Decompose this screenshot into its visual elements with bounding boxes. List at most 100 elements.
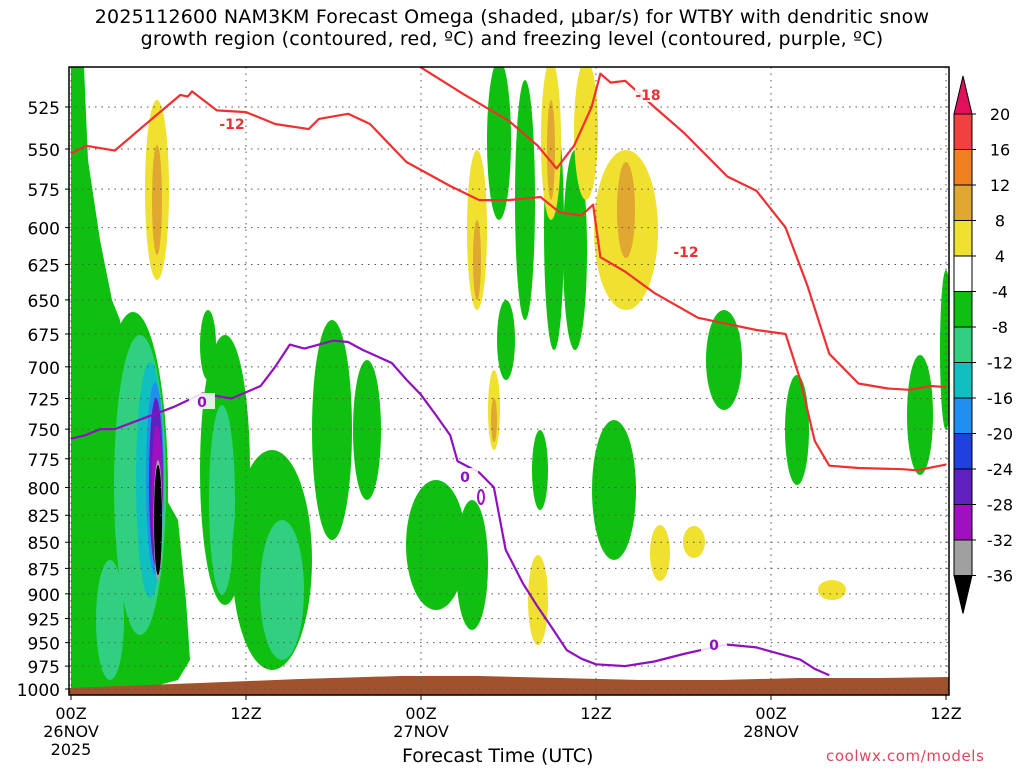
colorbar-label: 4 <box>995 247 1005 266</box>
omega-shade-region <box>406 480 466 610</box>
colorbar-swatch <box>953 184 973 221</box>
colorbar-label: 20 <box>990 105 1010 124</box>
contour-small-loop <box>477 489 485 505</box>
omega-shade-region <box>532 430 548 510</box>
colorbar-label: 8 <box>995 212 1005 231</box>
omega-shade-region <box>940 270 949 430</box>
chart-title-line-1: 2025112600 NAM3KM Forecast Omega (shaded… <box>94 6 930 28</box>
omega-shade-region <box>491 398 497 442</box>
y-tick-label: 525 <box>28 99 60 119</box>
y-tick-label: 600 <box>28 220 60 240</box>
y-tick-label: 575 <box>28 181 60 201</box>
omega-shade-region <box>152 145 162 255</box>
colorbar-label: 16 <box>990 141 1010 160</box>
contour-label-bg <box>452 468 478 484</box>
y-tick-label: 1000 <box>17 681 60 701</box>
omega-shade-region <box>473 220 481 300</box>
omega-shade-region <box>200 310 216 380</box>
chart-title-line-2: growth region (contoured, red, ºC) and f… <box>140 28 884 50</box>
contour-label-bg <box>219 115 245 131</box>
omega-shade-region <box>574 67 598 200</box>
omega-shade-region <box>563 150 587 350</box>
chart-title: 2025112600 NAM3KM Forecast Omega (shaded… <box>0 6 1024 50</box>
colorbar-label: -36 <box>987 567 1013 586</box>
x-tick-date: 28NOV <box>743 722 799 741</box>
colorbar-label: -24 <box>987 460 1013 479</box>
x-tick-label: 00Z <box>55 704 86 723</box>
colorbar-swatch <box>953 433 973 470</box>
omega-shade-region <box>260 520 304 660</box>
y-tick-label: 875 <box>28 560 60 580</box>
omega-shade-region <box>547 100 555 200</box>
contour-line-contour-0 <box>70 90 947 472</box>
omega-shade-region <box>528 555 548 645</box>
footer-credit: coolwx.com/models <box>826 747 985 765</box>
colorbar-label: -12 <box>987 354 1013 373</box>
x-tick-label: 12Z <box>230 704 261 723</box>
contour-label: 0 <box>197 395 207 411</box>
omega-shade-region <box>818 580 846 600</box>
colorbar-swatch <box>953 468 973 505</box>
x-tick-label: 00Z <box>755 704 786 723</box>
colorbar-swatch <box>953 255 973 292</box>
omega-shade-region <box>209 405 235 595</box>
contour-label-bg <box>635 86 661 102</box>
omega-shade-region <box>650 525 670 581</box>
terrain-surface <box>69 676 949 695</box>
x-tick-date: 26NOV <box>43 722 99 741</box>
colorbar-label: -4 <box>992 283 1008 302</box>
y-tick-label: 850 <box>28 534 60 554</box>
omega-shade-region <box>322 405 350 505</box>
omega-shade-core <box>154 465 162 575</box>
y-tick-label: 825 <box>28 507 60 527</box>
colorbar-label: -32 <box>987 531 1013 550</box>
colorbar-swatch <box>953 504 973 541</box>
y-tick-label: 725 <box>28 391 60 411</box>
omega-shade-region <box>592 420 636 560</box>
colorbar-swatch <box>953 291 973 328</box>
contour-line-contour-1 <box>418 67 947 391</box>
y-tick-label: 975 <box>28 658 60 678</box>
omega-shade-region <box>617 162 635 258</box>
omega-shade-region <box>96 560 124 680</box>
colorbar-top-triangle <box>953 75 973 115</box>
y-tick-label: 650 <box>28 292 60 312</box>
omega-shade-region <box>497 300 515 380</box>
omega-shade-region <box>785 375 809 485</box>
colorbar-swatch <box>953 362 973 399</box>
y-tick-label: 900 <box>28 586 60 606</box>
y-tick-label: 750 <box>28 421 60 441</box>
contour-label: 0 <box>709 638 719 654</box>
contour-label-bg <box>701 636 727 652</box>
y-tick-label: 550 <box>28 141 60 161</box>
y-tick-label: 625 <box>28 256 60 276</box>
colorbar-swatch <box>953 326 973 363</box>
contour-label: 0 <box>460 470 470 486</box>
y-tick-label: 925 <box>28 611 60 631</box>
contour-label: -12 <box>219 117 244 133</box>
omega-shade-region <box>456 500 488 630</box>
colorbar-label: -20 <box>987 425 1013 444</box>
x-axis-title: Forecast Time (UTC) <box>402 745 594 767</box>
y-tick-label: 800 <box>28 479 60 499</box>
colorbar-label: -16 <box>987 389 1013 408</box>
contour-label: -18 <box>635 88 660 104</box>
omega-shade-region <box>706 310 742 410</box>
omega-shade-region <box>353 360 381 500</box>
plot-frame <box>68 66 950 696</box>
y-tick-label: 775 <box>28 451 60 471</box>
omega-shade-region <box>907 355 933 475</box>
x-tick-label: 12Z <box>930 704 961 723</box>
colorbar-swatch <box>953 149 973 186</box>
y-tick-label: 675 <box>28 326 60 346</box>
y-tick-label: 700 <box>28 359 60 379</box>
contour-label-bg <box>189 393 215 409</box>
y-tick-label: 950 <box>28 635 60 655</box>
colorbar-swatch <box>953 397 973 434</box>
colorbar-bottom-triangle <box>953 575 973 614</box>
colorbar-label: -8 <box>992 318 1008 337</box>
colorbar-label: -28 <box>987 496 1013 515</box>
colorbar-swatch <box>953 539 973 576</box>
colorbar-label: 12 <box>990 176 1010 195</box>
